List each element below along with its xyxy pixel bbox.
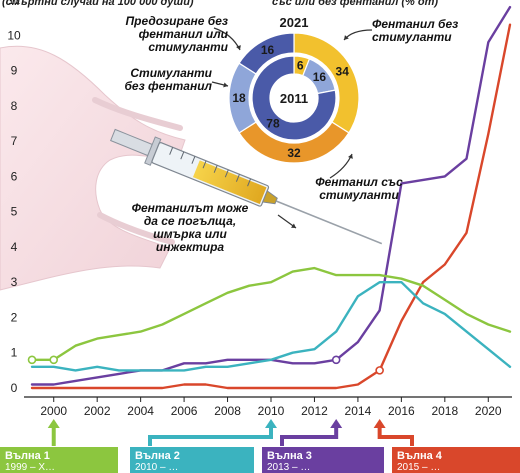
y-tick-label: 11 (8, 0, 21, 7)
wave-title: Вълна 2 (135, 450, 180, 462)
y-tick-label: 10 (7, 28, 21, 42)
chart-header-right: със или без фентанил (% от) (272, 0, 439, 8)
gloved-hand-illustration (0, 45, 186, 291)
donut-slice (238, 32, 295, 75)
x-tick-label: 2012 (301, 404, 328, 418)
syringe-illustration (110, 128, 383, 245)
x-tick-label: 2006 (171, 404, 198, 418)
data-point-marker (375, 366, 384, 375)
leader-arrowhead (223, 82, 228, 88)
x-tick-label: 2010 (258, 404, 285, 418)
donut-outer-ring (227, 31, 361, 165)
donut-value-label: 16 (261, 43, 275, 57)
legend-no-fentanyl-no-stimulants: Предозиране без фентанил или стимуланти (125, 14, 228, 54)
y-tick-label: 5 (11, 205, 18, 219)
wave-box: Вълна 4 2015 – … (392, 447, 520, 473)
data-point-marker (49, 355, 59, 365)
donut-value-label: 6 (297, 59, 304, 73)
y-tick-label: 0 (11, 381, 18, 395)
series-line-2 (30, 281, 512, 372)
fentanyl-ingestion-annotation: Фентанилът може да се погълща, шмърка ил… (131, 201, 249, 254)
series-layer (30, 5, 512, 390)
wave-arrowhead (265, 419, 277, 428)
donut-value-label: 18 (232, 91, 246, 105)
marker-layer (27, 355, 384, 375)
x-tick-label: 2004 (127, 404, 154, 418)
wave-arrowhead (330, 419, 343, 428)
donut-inner-ring (251, 55, 337, 141)
y-axis: 0 1 2 3 4 5 6 7 8 9 10 11 (7, 0, 21, 395)
wave-title: Вълна 1 (5, 450, 50, 462)
wave-box: Вълна 1 1999 – Х… (0, 447, 118, 473)
y-tick-label: 8 (11, 99, 18, 113)
wave-subtitle: 2015 – … (397, 462, 441, 473)
y-tick-label: 6 (11, 169, 18, 183)
wave-arrowhead (47, 419, 60, 428)
x-axis: 2000 2002 2004 2006 2008 2010 2012 2014 2016 2018… (24, 396, 512, 418)
x-tick-label: 2020 (475, 404, 502, 418)
donut-value-label: 78 (266, 116, 280, 130)
y-tick-label: 4 (11, 240, 18, 254)
wave-connector (148, 424, 273, 446)
donut-value-label: 16 (313, 70, 327, 84)
wave-subtitle: 2010 – … (135, 462, 179, 473)
chart-header-left: (смъртни случаи на 100 000 души) (2, 0, 194, 8)
y-tick-label: 7 (11, 134, 18, 148)
wave-arrowhead (373, 419, 386, 428)
donut-center-year: 2011 (280, 91, 308, 106)
series-line-1 (30, 23, 512, 390)
donut-value-label: 34 (336, 65, 350, 79)
x-tick-label: 2002 (84, 404, 111, 418)
legend-fentanyl-no-stimulants: Фентанил без стимуланти (372, 17, 459, 44)
wave-title: Вълна 3 (267, 450, 312, 462)
leader-arrowhead (291, 223, 296, 228)
y-tick-label: 1 (11, 346, 18, 360)
wave-connector (280, 424, 339, 446)
wave-box: Вълна 2 2010 – … (130, 447, 254, 473)
leader-arrowhead (344, 35, 349, 40)
x-tick-label: 2008 (214, 404, 241, 418)
legend-fentanyl-with-stimulants: Фентанил със стимуланти (315, 175, 403, 202)
donut-value-label: 32 (287, 146, 301, 160)
y-tick-label: 2 (11, 310, 18, 324)
series-line-3 (30, 266, 512, 361)
legend-stimulants-no-fentanyl: Стимуланти без фентанил (124, 66, 213, 93)
donut-leader-lines (211, 27, 373, 229)
donut-outer-year: 2021 (280, 15, 309, 30)
wave-subtitle: 2013 – … (267, 462, 311, 473)
y-tick-label: 3 (11, 275, 18, 289)
data-point-marker (331, 355, 341, 365)
x-tick-label: 2016 (388, 404, 415, 418)
x-tick-label: 2018 (431, 404, 458, 418)
y-tick-label: 9 (11, 64, 18, 78)
wave-title: Вълна 4 (397, 450, 442, 462)
wave-connectors (47, 419, 414, 446)
x-tick-label: 2000 (40, 404, 67, 418)
x-tick-label: 2014 (345, 404, 372, 418)
donut-slice (251, 55, 337, 141)
wave-connector (377, 424, 414, 446)
wave-box: Вълна 3 2013 – … (262, 447, 384, 473)
leader-arrowhead (236, 45, 241, 50)
data-point-marker (27, 355, 37, 365)
leader-arrowhead (348, 154, 353, 159)
wave-subtitle: 1999 – Х… (5, 462, 56, 473)
